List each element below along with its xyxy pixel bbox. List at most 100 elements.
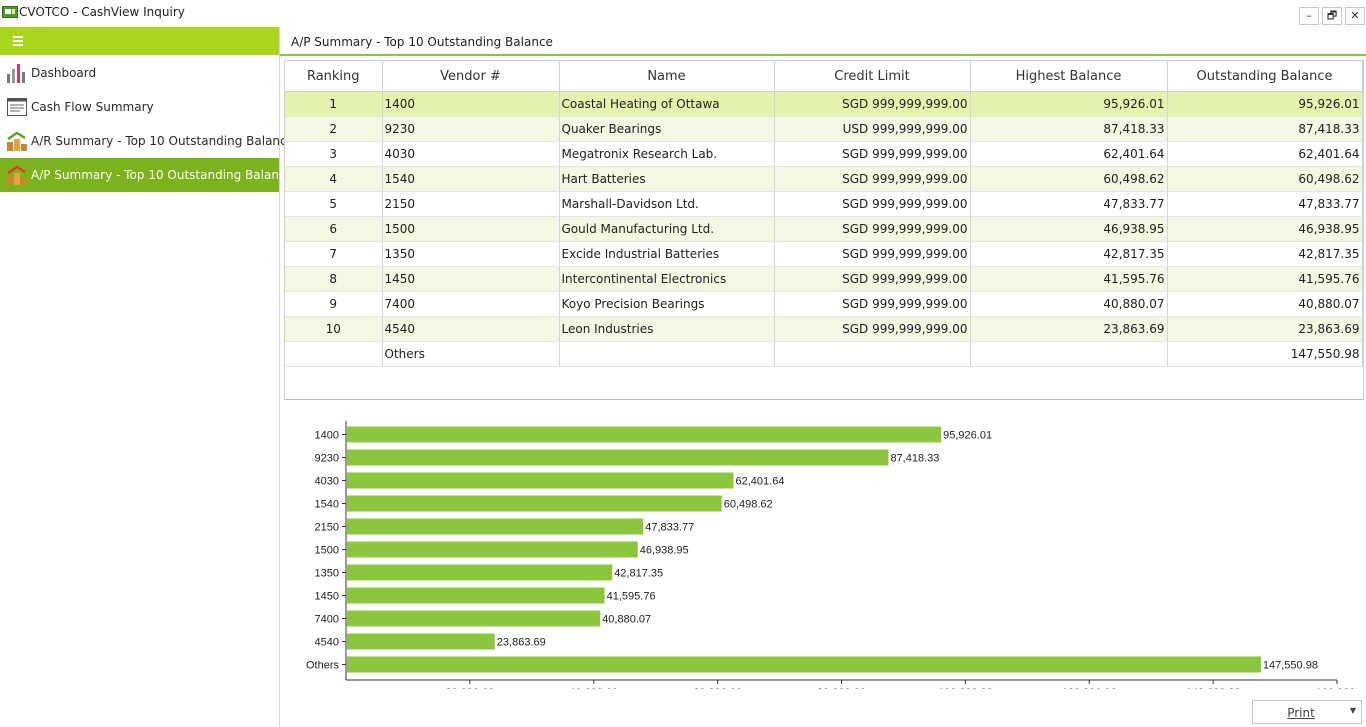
cell-vendor: 4540 [382,316,560,342]
table-header-row: Ranking Vendor # Name Credit Limit Highe… [285,61,1363,92]
cell-vendor: 1400 [382,91,560,117]
bar[interactable] [347,426,942,443]
x-tick-label: 160,000. [1316,687,1359,689]
column-header-ranking[interactable]: Ranking [285,61,383,92]
cell-ranking: 6 [285,216,383,242]
cell-vendor: 1350 [382,241,560,267]
bar[interactable] [347,610,601,627]
x-tick-label: 60,000.00 [693,687,742,689]
cell-outstanding-balance: 87,418.33 [1167,116,1363,142]
dropdown-arrow-icon[interactable]: ▼ [1349,706,1356,715]
cell-highest-balance [970,341,1168,367]
sidebar-item-dashboard[interactable]: Dashboard [0,56,279,90]
cell-highest-balance: 40,880.07 [970,291,1168,317]
cell-credit-limit: USD 999,999,999.00 [774,116,971,142]
column-header-outstanding-balance[interactable]: Outstanding Balance [1167,61,1363,92]
cell-highest-balance: 62,401.64 [970,141,1168,167]
cell-highest-balance: 23,863.69 [970,316,1168,342]
column-header-highest-balance[interactable]: Highest Balance [970,61,1168,92]
title-bar: CVOTCO - CashView Inquiry – 🗗 ✕ [0,0,1366,26]
sidebar-item-label: A/P Summary - Top 10 Outstanding Balance [31,168,293,182]
table-row[interactable]: Others 147,550.98 [285,341,1363,367]
table-row[interactable]: 6 1500 Gould Manufacturing Ltd. SGD 999,999… [285,216,1363,242]
cell-highest-balance: 87,418.33 [970,116,1168,142]
cell-name: Gould Manufacturing Ltd. [559,216,775,242]
cell-name: Excide Industrial Batteries [559,241,775,267]
cell-outstanding-balance: 62,401.64 [1167,141,1363,167]
cell-credit-limit [774,341,971,367]
y-tick-label: 1350 [315,568,339,580]
close-button[interactable]: ✕ [1345,7,1365,25]
cell-vendor: 9230 [382,116,560,142]
cell-highest-balance: 46,938.95 [970,216,1168,242]
cell-highest-balance: 60,498.62 [970,166,1168,192]
y-tick-label: 9230 [315,453,339,465]
y-tick-label: 7400 [315,614,339,626]
table-row[interactable]: 10 4540 Leon Industries SGD 999,999,999.00 2… [285,316,1363,342]
app-icon [2,6,18,18]
table-row[interactable]: 5 2150 Marshall-Davidson Ltd. SGD 999,999,9… [285,191,1363,217]
table-row[interactable]: 8 1450 Intercontinental Electronics SGD 999… [285,266,1363,292]
cell-name: Intercontinental Electronics [559,266,775,292]
column-header-vendor[interactable]: Vendor # [382,61,560,92]
bar[interactable] [347,472,734,489]
restore-button[interactable]: 🗗 [1322,7,1342,25]
data-label: 95,926.01 [943,430,992,442]
cell-credit-limit: SGD 999,999,999.00 [774,291,971,317]
cell-vendor: 1540 [382,166,560,192]
print-button[interactable]: Print ▼ [1252,700,1362,724]
bar[interactable] [347,541,638,558]
data-label: 47,833.77 [645,522,694,534]
x-tick-label: 140,000.00 [1186,687,1241,689]
ar-summary-icon [7,131,27,151]
cell-vendor: 1500 [382,216,560,242]
sidebar-item-label: A/R Summary - Top 10 Outstanding Balance [31,134,295,148]
cell-outstanding-balance: 46,938.95 [1167,216,1363,242]
bar-chart-icon [7,64,25,83]
cell-credit-limit: SGD 999,999,999.00 [774,191,971,217]
cell-credit-limit: SGD 999,999,999.00 [774,141,971,167]
bar[interactable] [347,587,605,604]
cell-highest-balance: 41,595.76 [970,266,1168,292]
data-label: 23,863.69 [497,637,546,649]
table-row[interactable]: 1 1400 Coastal Heating of Ottawa SGD 999,99… [285,91,1363,117]
table-row[interactable]: 7 1350 Excide Industrial Batteries SGD 999,… [285,241,1363,267]
bar[interactable] [347,564,613,581]
cell-credit-limit: SGD 999,999,999.00 [774,216,971,242]
bar[interactable] [347,656,1261,673]
table-row[interactable]: 4 1540 Hart Batteries SGD 999,999,999.00 60,… [285,166,1363,192]
cell-vendor: 4030 [382,141,560,167]
table-row[interactable]: 2 9230 Quaker Bearings USD 999,999,999.00 87… [285,116,1363,142]
hamburger-icon[interactable] [13,36,23,46]
bar[interactable] [347,495,722,512]
cell-name: Marshall-Davidson Ltd. [559,191,775,217]
data-label: 42,817.35 [614,568,663,580]
table-row[interactable]: 9 7400 Koyo Precision Bearings SGD 999,999,… [285,291,1363,317]
sidebar-item-ar-summary[interactable]: A/R Summary - Top 10 Outstanding Balance [0,124,294,158]
column-header-name[interactable]: Name [559,61,775,92]
cell-credit-limit: SGD 999,999,999.00 [774,91,971,117]
sidebar-item-cash-flow-summary[interactable]: Cash Flow Summary [0,90,279,124]
cell-outstanding-balance: 40,880.07 [1167,291,1363,317]
cell-ranking: 9 [285,291,383,317]
cell-credit-limit: SGD 999,999,999.00 [774,316,971,342]
menu-toggle-bar[interactable] [0,27,279,55]
minimize-button[interactable]: – [1299,7,1319,25]
table-row[interactable]: 3 4030 Megatronix Research Lab. SGD 999,999… [285,141,1363,167]
x-tick-label: 80,000.00 [817,687,866,689]
sidebar-item-ap-summary[interactable]: A/P Summary - Top 10 Outstanding Balance [0,158,293,192]
data-label: 62,401.64 [736,476,785,488]
column-header-credit-limit[interactable]: Credit Limit [774,61,971,92]
outstanding-balance-chart: 1400 95,926.01 9230 87,418.33 4030 62,401.64 1… [306,421,1359,689]
cell-outstanding-balance: 60,498.62 [1167,166,1363,192]
cell-ranking: 7 [285,241,383,267]
report-icon [7,98,27,116]
bar[interactable] [347,449,889,466]
cell-ranking: 10 [285,316,383,342]
bar[interactable] [347,633,495,650]
vendor-table: Ranking Vendor # Name Credit Limit Highe… [285,61,1363,367]
cell-outstanding-balance: 147,550.98 [1167,341,1363,367]
bar[interactable] [347,518,644,535]
x-tick-label: 100,000.00 [938,687,993,689]
cell-credit-limit: SGD 999,999,999.00 [774,266,971,292]
